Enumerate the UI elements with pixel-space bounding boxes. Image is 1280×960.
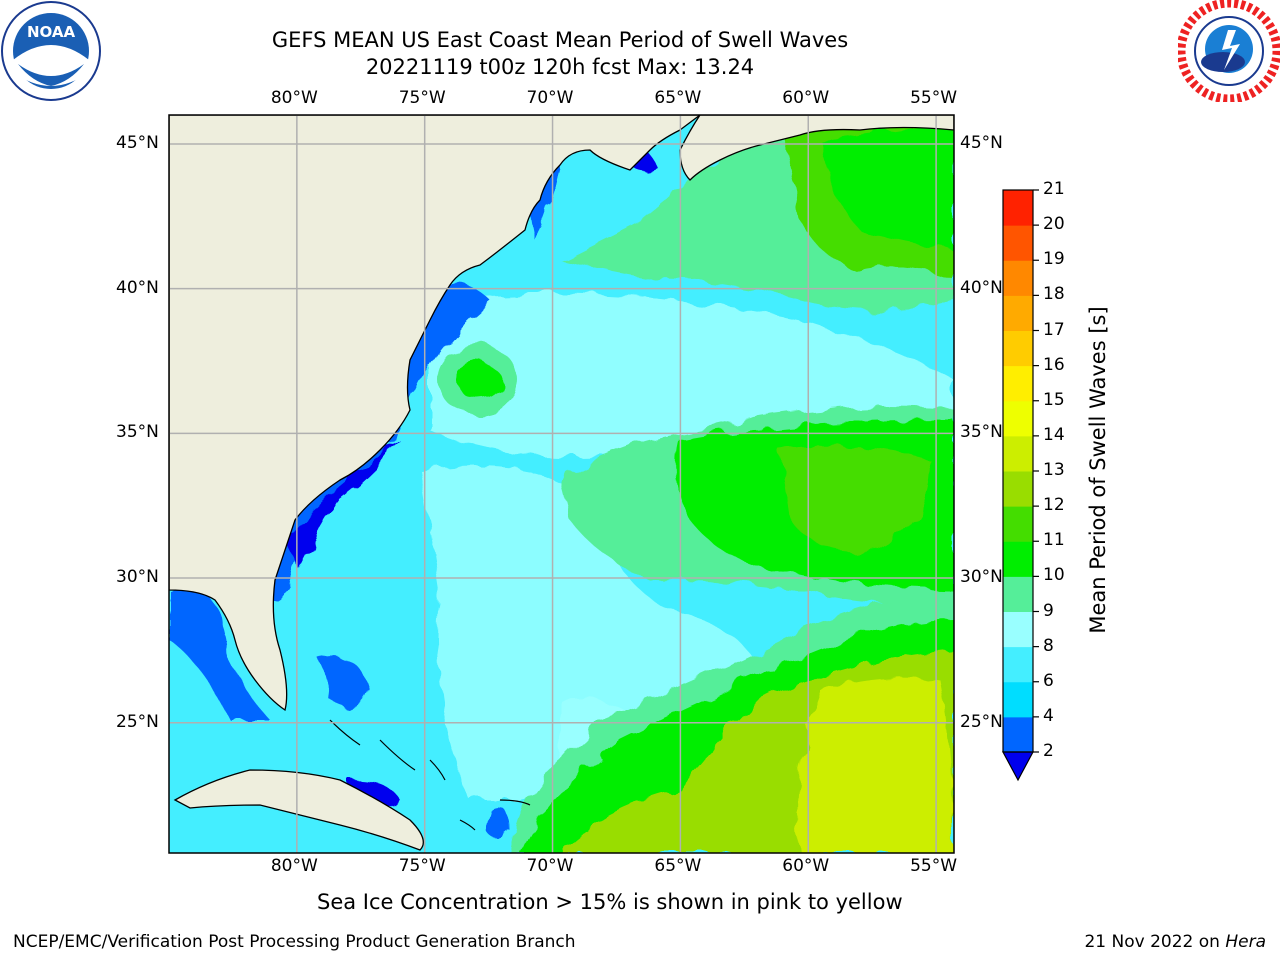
footer-credit: NCEP/EMC/Verification Post Processing Pr… — [13, 932, 576, 952]
longitude-tick-label: 75°W — [398, 88, 446, 108]
footer-date: 21 Nov 2022 on Hera — [1084, 932, 1266, 952]
colorbar-tick-label: 9 — [1043, 600, 1054, 621]
colorbar-segment — [1003, 611, 1033, 648]
colorbar-tick-label: 13 — [1043, 460, 1065, 480]
map-plot-area — [169, 115, 954, 853]
colorbar-segment — [1003, 260, 1033, 296]
longitude-tick-label: 80°W — [270, 856, 318, 876]
colorbar-tick-label: 16 — [1043, 354, 1065, 375]
longitude-tick-label: 55°W — [910, 856, 958, 876]
colorbar-segment — [1003, 400, 1033, 437]
longitude-tick-label: 65°W — [654, 88, 702, 108]
colorbar-segment — [1003, 646, 1033, 683]
colorbar-tick-label: 15 — [1043, 389, 1065, 410]
colorbar-tick-label: 11 — [1043, 530, 1065, 551]
map-frame — [168, 114, 955, 854]
longitude-tick-label: 55°W — [910, 88, 958, 108]
svg-text:NOAA: NOAA — [27, 23, 76, 41]
colorbar-tick-label: 20 — [1043, 214, 1065, 235]
colorbar-segment — [1003, 190, 1033, 226]
land-north-america — [169, 115, 702, 712]
latitude-tick-label: 45°N — [116, 132, 159, 153]
longitude-tick-label: 60°W — [782, 856, 830, 876]
colorbar-tick-label: 2 — [1043, 741, 1054, 761]
nws-logo — [1178, 0, 1280, 102]
colorbar-tick-label: 4 — [1043, 705, 1054, 726]
longitude-tick-label: 60°W — [782, 88, 830, 108]
colorbar-tick-label: 19 — [1043, 249, 1065, 270]
footer-host: Hera — [1225, 932, 1266, 952]
colorbar-label: Mean Period of Swell Waves [s] — [1086, 306, 1110, 634]
latitude-tick-label: 40°N — [116, 277, 159, 298]
colorbar-tick-label: 12 — [1043, 495, 1065, 516]
colorbar-tick-label: 8 — [1043, 635, 1054, 656]
colorbar-segment — [1003, 576, 1033, 612]
latitude-tick-label: 25°N — [116, 711, 159, 732]
longitude-tick-label: 70°W — [526, 856, 574, 876]
colorbar-segment — [1003, 471, 1033, 507]
latitude-tick-label: 35°N — [960, 422, 1003, 443]
colorbar-tick-label: 10 — [1043, 565, 1065, 586]
longitude-tick-label: 65°W — [654, 856, 702, 876]
sea-ice-note: Sea Ice Concentration > 15% is shown in … — [317, 890, 903, 914]
colorbar — [1001, 189, 1039, 782]
colorbar-extend-arrow — [1001, 751, 1035, 782]
chart-subtitle: 20221119 t00z 120h fcst Max: 13.24 — [365, 55, 755, 79]
colorbar-tick-label: 18 — [1043, 284, 1065, 305]
chart-title: GEFS MEAN US East Coast Mean Period of S… — [271, 28, 849, 52]
colorbar-segment — [1003, 295, 1033, 331]
colorbar-segment — [1003, 506, 1033, 542]
latitude-tick-label: 30°N — [960, 567, 1003, 588]
footer-date-text: 21 Nov 2022 on — [1084, 932, 1226, 952]
colorbar-tick-label: 21 — [1043, 179, 1065, 199]
colorbar-segment — [1003, 716, 1033, 753]
colorbar-tick-label: 6 — [1043, 670, 1054, 691]
colorbar-tick-label: 17 — [1043, 319, 1065, 340]
longitude-tick-label: 75°W — [398, 856, 446, 876]
latitude-tick-label: 25°N — [960, 711, 1003, 732]
colorbar-segment — [1003, 330, 1033, 367]
colorbar-tick-label: 14 — [1043, 424, 1065, 445]
colorbar-segment — [1003, 435, 1033, 472]
latitude-tick-label: 30°N — [116, 567, 159, 588]
latitude-tick-label: 45°N — [960, 132, 1003, 153]
colorbar-segment — [1003, 541, 1033, 577]
longitude-tick-label: 80°W — [270, 88, 318, 108]
longitude-tick-label: 70°W — [526, 88, 574, 108]
latitude-tick-label: 35°N — [116, 422, 159, 443]
colorbar-segment — [1003, 365, 1033, 402]
graticule — [169, 115, 954, 853]
land-cuba — [173, 769, 424, 851]
latitude-tick-label: 40°N — [960, 277, 1003, 298]
colorbar-segment — [1003, 225, 1033, 261]
noaa-logo: NOAA — [1, 1, 101, 101]
colorbar-segment — [1003, 681, 1033, 718]
